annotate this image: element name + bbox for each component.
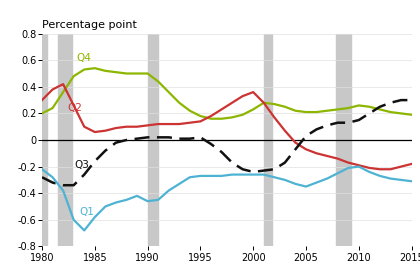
Text: Q3: Q3: [75, 160, 89, 170]
Bar: [42, 34, 47, 246]
Text: Q4: Q4: [77, 53, 92, 62]
Bar: [264, 34, 272, 246]
Text: Q1: Q1: [79, 207, 94, 217]
Bar: [58, 34, 71, 246]
Bar: [336, 34, 352, 246]
Text: Percentage point: Percentage point: [42, 20, 137, 30]
Text: Q2: Q2: [67, 103, 82, 113]
Bar: [147, 34, 158, 246]
